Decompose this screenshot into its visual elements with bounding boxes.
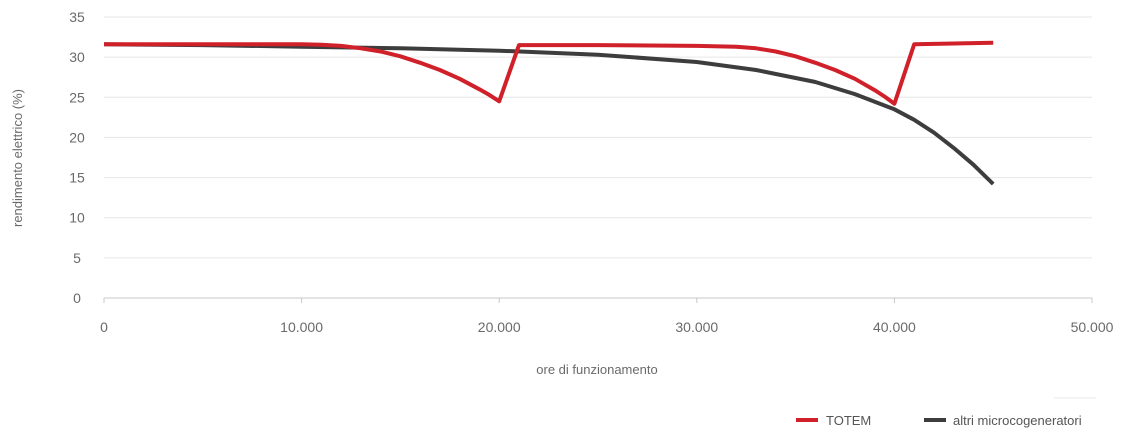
x-tick-label: 30.000 <box>675 319 718 335</box>
y-tick-label: 15 <box>69 170 85 186</box>
series-line-totem <box>104 40 994 106</box>
x-tick-label: 20.000 <box>478 319 521 335</box>
y-axis-ticks: 0 5 10 15 20 25 30 35 <box>69 9 85 306</box>
x-tick-label: 50.000 <box>1071 319 1114 335</box>
y-axis-label: rendimento elettrico (%) <box>10 89 25 227</box>
gridlines <box>104 16 1092 299</box>
legend-label-altri-microcogeneratori: altri microcogeneratori <box>953 413 1082 428</box>
x-tick-label: 40.000 <box>873 319 916 335</box>
y-tick-label: 30 <box>69 49 85 65</box>
series-lines <box>103 40 995 186</box>
y-tick-label: 35 <box>69 9 85 25</box>
legend-item-totem: TOTEM <box>796 413 871 428</box>
x-tick-label: 10.000 <box>280 319 323 335</box>
x-tick-label: 0 <box>100 319 108 335</box>
x-axis-label: ore di funzionamento <box>536 362 657 377</box>
y-tick-label: 0 <box>73 290 81 306</box>
series-line-altri-microcogeneratori <box>103 42 995 186</box>
legend: TOTEM altri microcogeneratori <box>796 397 1096 428</box>
y-tick-label: 10 <box>69 210 85 226</box>
y-tick-label: 5 <box>73 250 81 266</box>
legend-label-totem: TOTEM <box>826 413 871 428</box>
x-axis-ticks: 0 10.000 20.000 30.000 40.000 50.000 <box>100 298 1114 335</box>
y-tick-label: 25 <box>69 89 85 105</box>
y-tick-label: 20 <box>69 129 85 145</box>
legend-item-altri-microcogeneratori: altri microcogeneratori <box>924 413 1082 428</box>
